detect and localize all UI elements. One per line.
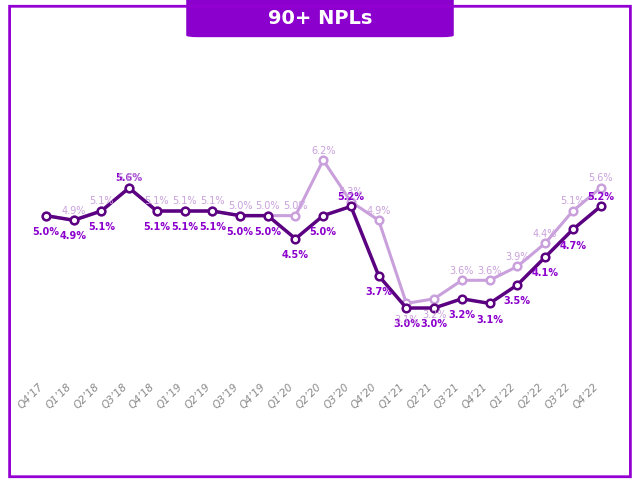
Text: 5.2%: 5.2% bbox=[337, 192, 364, 201]
Text: 3.0%: 3.0% bbox=[393, 318, 420, 329]
Text: 5.0%: 5.0% bbox=[228, 201, 252, 211]
Text: 5.2%: 5.2% bbox=[587, 192, 614, 201]
Text: 5.3%: 5.3% bbox=[339, 187, 363, 197]
Text: 3.6%: 3.6% bbox=[450, 265, 474, 275]
Text: 5.0%: 5.0% bbox=[284, 201, 308, 211]
Text: 5.1%: 5.1% bbox=[561, 196, 585, 206]
Text: 6.2%: 6.2% bbox=[311, 145, 335, 155]
Text: 3.0%: 3.0% bbox=[420, 318, 447, 329]
Text: 4.7%: 4.7% bbox=[559, 240, 586, 250]
Text: 5.1%: 5.1% bbox=[172, 196, 196, 206]
Text: 4.9%: 4.9% bbox=[61, 205, 86, 215]
Text: 3.1%: 3.1% bbox=[394, 314, 419, 324]
Text: 5.0%: 5.0% bbox=[33, 227, 60, 236]
Text: 4.5%: 4.5% bbox=[282, 249, 309, 259]
Text: 5.0%: 5.0% bbox=[227, 227, 253, 236]
Text: 5.6%: 5.6% bbox=[116, 173, 143, 183]
Text: 3.1%: 3.1% bbox=[476, 314, 503, 324]
Text: 5.1%: 5.1% bbox=[199, 222, 226, 232]
Text: 4.9%: 4.9% bbox=[60, 231, 87, 241]
Text: 5.0%: 5.0% bbox=[310, 227, 337, 236]
Text: 3.6%: 3.6% bbox=[477, 265, 502, 275]
FancyBboxPatch shape bbox=[186, 0, 454, 38]
Text: 5.1%: 5.1% bbox=[145, 196, 169, 206]
Text: 5.0%: 5.0% bbox=[254, 227, 281, 236]
Text: 3.2%: 3.2% bbox=[449, 309, 476, 319]
Text: 4.4%: 4.4% bbox=[533, 228, 557, 238]
Text: 5.0%: 5.0% bbox=[255, 201, 280, 211]
Text: 3.9%: 3.9% bbox=[505, 251, 529, 261]
Text: 5.1%: 5.1% bbox=[200, 196, 225, 206]
Text: 3.7%: 3.7% bbox=[365, 286, 392, 296]
Text: 3.5%: 3.5% bbox=[504, 295, 531, 305]
Text: 4.1%: 4.1% bbox=[532, 268, 559, 278]
Text: 5.1%: 5.1% bbox=[143, 222, 170, 232]
Text: 5.6%: 5.6% bbox=[117, 173, 141, 183]
Text: 5.1%: 5.1% bbox=[89, 196, 113, 206]
Text: 5.1%: 5.1% bbox=[171, 222, 198, 232]
Text: 4.9%: 4.9% bbox=[367, 205, 391, 215]
Text: 5.1%: 5.1% bbox=[88, 222, 115, 232]
Text: 3.2%: 3.2% bbox=[422, 309, 446, 319]
Text: 90+ NPLs: 90+ NPLs bbox=[268, 9, 372, 28]
Text: 5.6%: 5.6% bbox=[588, 173, 612, 183]
